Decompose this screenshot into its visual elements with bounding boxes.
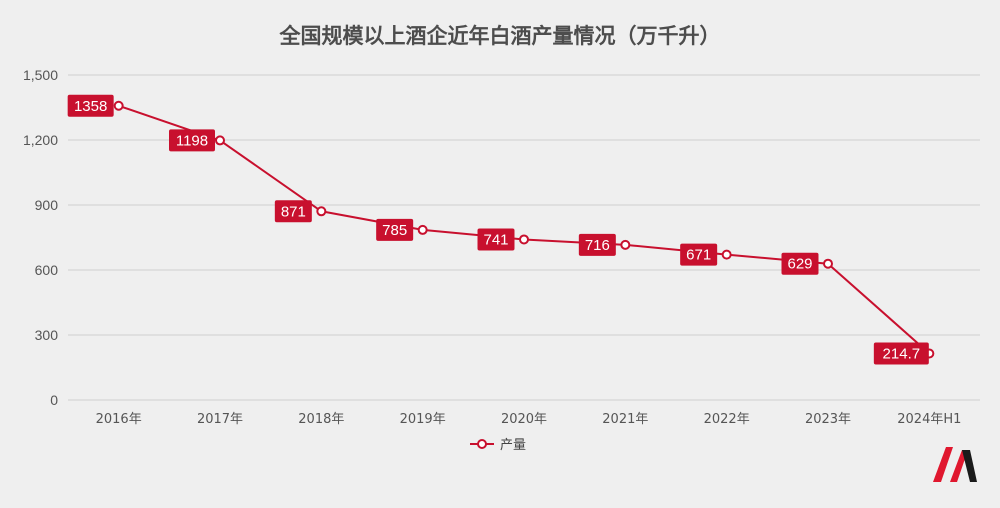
data-label-box bbox=[578, 233, 616, 256]
data-label: 671 bbox=[686, 247, 711, 264]
data-labels: 1358 1198 871 785 741 716 671 629 214.7 bbox=[67, 94, 929, 365]
legend: 产量 bbox=[470, 438, 526, 453]
x-tick-label: 2018年 bbox=[298, 412, 344, 427]
x-tick-label: 2016年 bbox=[96, 412, 142, 427]
y-tick-label: 900 bbox=[35, 197, 59, 213]
data-label: 741 bbox=[483, 231, 508, 248]
data-label-box bbox=[274, 200, 312, 223]
data-label-box bbox=[781, 252, 819, 275]
legend-label: 产量 bbox=[500, 438, 526, 453]
data-point bbox=[417, 224, 428, 235]
x-tick-label: 2023年 bbox=[805, 412, 851, 427]
data-label: 785 bbox=[382, 222, 407, 239]
data-point bbox=[316, 206, 327, 217]
y-tick-label: 300 bbox=[35, 327, 59, 343]
x-tick-label: 2017年 bbox=[197, 412, 243, 427]
data-label-box bbox=[67, 94, 114, 117]
y-tick-label: 0 bbox=[50, 392, 58, 408]
data-label-box bbox=[169, 129, 215, 152]
data-label: 1358 bbox=[74, 98, 107, 115]
chart-title: 全国规模以上酒企近年白酒产量情况（万千升） bbox=[279, 24, 721, 48]
x-tick-label: 2024年H1 bbox=[897, 412, 961, 427]
data-point bbox=[721, 249, 732, 260]
data-label: 716 bbox=[585, 237, 610, 254]
data-point bbox=[519, 234, 529, 245]
m-brand-logo-icon bbox=[933, 447, 977, 482]
data-label-box bbox=[680, 243, 718, 266]
y-tick-label: 600 bbox=[35, 262, 59, 278]
data-label-box bbox=[376, 218, 414, 241]
data-label: 214.7 bbox=[883, 345, 921, 362]
data-point bbox=[823, 258, 833, 269]
legend-marker bbox=[477, 439, 487, 449]
y-tick-label: 1,200 bbox=[23, 132, 58, 148]
x-tick-label: 2022年 bbox=[704, 412, 750, 427]
data-point bbox=[113, 100, 124, 111]
y-axis: 0 300 600 900 1,200 1,500 bbox=[23, 67, 58, 408]
y-tick-label: 1,500 bbox=[23, 67, 58, 83]
data-point bbox=[620, 239, 631, 250]
data-point bbox=[215, 135, 225, 146]
x-axis: 2016年 2017年 2018年 2019年 2020年 2021年 2022年 2023年… bbox=[96, 412, 962, 427]
x-tick-label: 2019年 bbox=[400, 412, 446, 427]
data-label: 871 bbox=[281, 203, 306, 220]
x-tick-label: 2021年 bbox=[602, 412, 648, 427]
data-label-box bbox=[873, 342, 929, 365]
data-label-box bbox=[477, 228, 515, 251]
data-label: 629 bbox=[787, 256, 812, 273]
data-label: 1198 bbox=[176, 132, 208, 149]
x-tick-label: 2020年 bbox=[501, 412, 547, 427]
series-line bbox=[118, 104, 930, 355]
